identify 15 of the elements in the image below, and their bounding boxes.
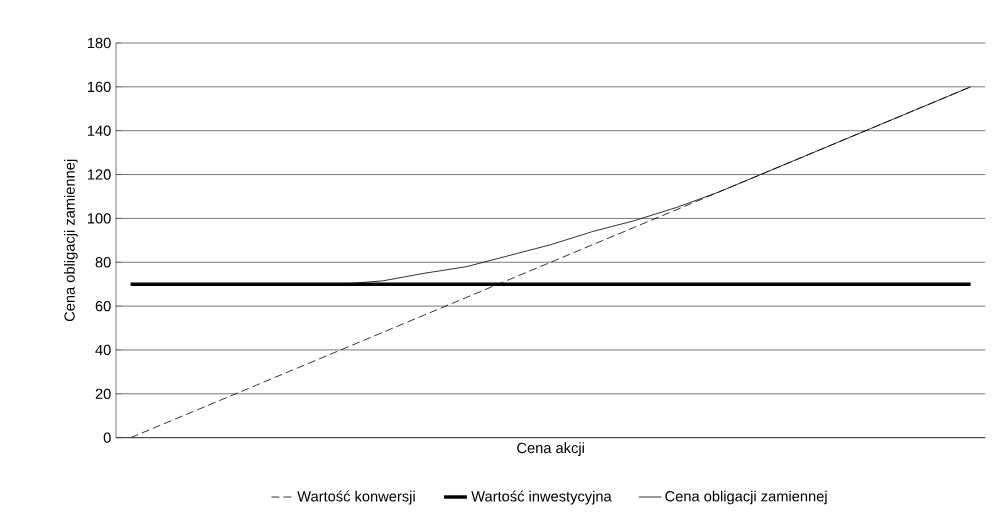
y-tick-label: 20 [95, 388, 111, 399]
x-axis-title: Cena akcji [517, 442, 584, 457]
y-tick-label: 100 [87, 213, 111, 224]
y-tick-label: 160 [87, 81, 111, 93]
y-tick-label: 0 [103, 432, 111, 443]
y-tick-label: 60 [95, 300, 111, 312]
y-tick-label: 180 [87, 37, 111, 49]
y-tick-label: 40 [95, 344, 111, 356]
legend-label: Wartość konwersji [297, 490, 415, 505]
y-tick-label: 80 [95, 257, 111, 268]
y-tick-label: 140 [87, 125, 111, 136]
legend-label: Cena obligacji zamiennej [665, 490, 827, 505]
legend-label: Wartość inwestycyjna [471, 490, 612, 505]
y-tick-label: 120 [87, 169, 111, 180]
y-axis-title: Cena obligacji zamiennej [64, 159, 78, 322]
